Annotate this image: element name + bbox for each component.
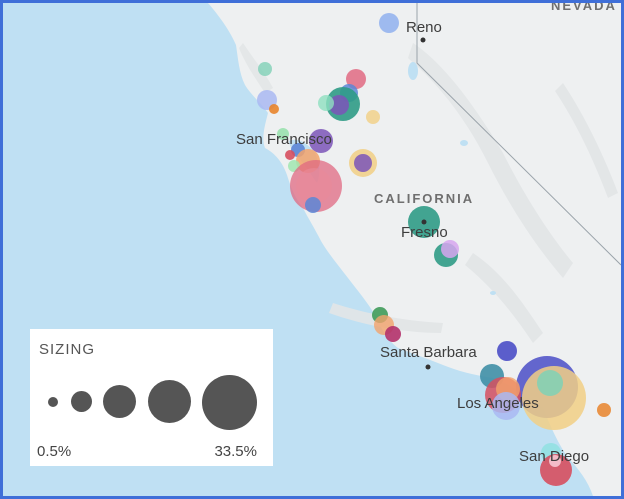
bubble[interactable] — [549, 455, 561, 467]
bubble[interactable] — [285, 150, 295, 160]
map-canvas[interactable] — [3, 3, 621, 496]
legend-max-label: 33.5% — [214, 443, 257, 460]
legend-size-dot — [148, 380, 191, 423]
fresno-marker — [421, 219, 427, 225]
bubble[interactable] — [318, 95, 334, 111]
bubble[interactable] — [597, 403, 611, 417]
bubble[interactable] — [309, 129, 333, 153]
state-label-california: CALIFORNIA — [374, 191, 475, 206]
bubble-layer[interactable] — [257, 13, 611, 486]
bubble[interactable] — [269, 104, 279, 114]
santa-barbara-marker — [425, 364, 431, 370]
bubble[interactable] — [346, 69, 366, 89]
legend-min-label: 0.5% — [37, 443, 72, 460]
city-label-fresno: Fresno — [401, 224, 448, 241]
bubble[interactable] — [441, 240, 459, 258]
legend-size-dot — [103, 385, 136, 418]
city-label-san-francisco: San Francisco — [236, 131, 332, 148]
reno-marker — [420, 37, 426, 43]
bubble[interactable] — [385, 326, 401, 342]
bubble[interactable] — [497, 341, 517, 361]
legend-size-dot — [71, 391, 92, 412]
nevada-label: NEVADA — [551, 0, 617, 13]
bubble[interactable] — [258, 62, 272, 76]
lake — [490, 291, 496, 295]
bubble[interactable] — [277, 128, 289, 140]
city-label-san-diego: San Diego — [519, 448, 590, 465]
legend-size-dot — [48, 397, 58, 407]
state-border — [416, 3, 621, 266]
legend-title: SIZING — [39, 341, 96, 358]
bubble[interactable] — [366, 110, 380, 124]
sizing-legend: SIZING 0.5% 33.5% — [30, 329, 273, 466]
land-california — [208, 3, 621, 496]
city-label-santa-barbara: Santa Barbara — [380, 344, 477, 361]
bubble[interactable] — [329, 95, 349, 115]
city-label-reno: Reno — [406, 19, 442, 36]
bubble[interactable] — [296, 168, 332, 204]
bubble[interactable] — [537, 370, 563, 396]
lake — [460, 140, 468, 146]
lake-tahoe — [408, 62, 418, 80]
legend-size-dot — [202, 375, 257, 430]
bubble[interactable] — [379, 13, 399, 33]
bubble[interactable] — [354, 154, 372, 172]
city-label-los-angeles: Los Angeles — [457, 395, 539, 412]
bubble[interactable] — [540, 454, 572, 486]
bubble[interactable] — [492, 392, 520, 420]
bubble[interactable] — [305, 197, 321, 213]
